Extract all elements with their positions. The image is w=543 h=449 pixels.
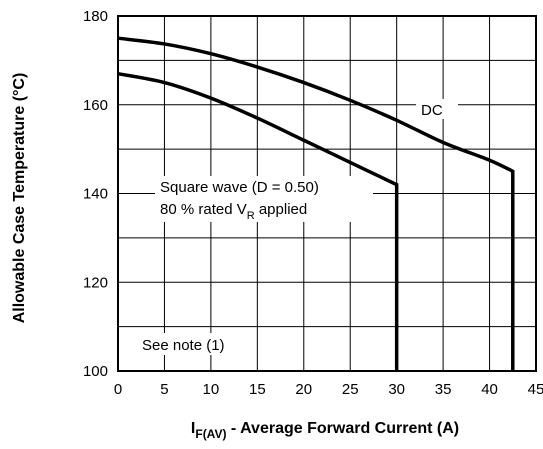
series-line-square-wave: [117, 71, 399, 371]
series-line-dc: [117, 36, 515, 371]
x-tick-label: 30: [388, 381, 405, 398]
dc-label: DC: [421, 102, 443, 119]
square-wave-condition-main: 80 % rated V: [160, 201, 247, 218]
y-tick-label: 160: [83, 97, 108, 114]
dc-label-bg: [416, 99, 458, 119]
x-tick-label: 25: [342, 381, 359, 398]
x-tick-label: 15: [249, 381, 266, 398]
x-tick-label: 20: [295, 381, 312, 398]
y-axis-title: Allowable Case Temperature (°C): [11, 73, 28, 324]
x-tick-label: 5: [160, 381, 168, 398]
note-label-bg: [137, 333, 251, 355]
note-label: See note (1): [142, 337, 225, 354]
y-tick-label: 180: [83, 8, 108, 25]
square-wave-condition: 80 % rated VR applied: [160, 201, 307, 222]
x-tick-label: 45: [528, 381, 543, 398]
square-wave-condition-sub: R: [247, 210, 255, 222]
x-tick-label: 0: [114, 381, 122, 398]
tick-labels: 0 5 10 15 20 25 30 35 40 45 100 120 140 160 180: [83, 8, 543, 398]
x-tick-label: 10: [203, 381, 220, 398]
y-tick-label: 120: [83, 274, 108, 291]
x-axis-title-main: I: [191, 420, 195, 437]
y-tick-label: 100: [83, 363, 108, 380]
square-wave-label-bg: [155, 176, 373, 222]
x-axis-title: IF(AV) - Average Forward Current (A): [191, 420, 459, 441]
x-axis-title-rest: - Average Forward Current (A): [226, 420, 459, 437]
x-tick-label: 35: [435, 381, 452, 398]
square-wave-label: Square wave (D = 0.50): [160, 179, 319, 196]
plot-frame: [117, 15, 537, 372]
x-tick-label: 40: [481, 381, 498, 398]
y-tick-label: 140: [83, 186, 108, 203]
series-group: [117, 36, 515, 371]
x-axis-title-sub: F(AV): [195, 427, 226, 441]
square-wave-condition-rest: applied: [255, 201, 308, 218]
